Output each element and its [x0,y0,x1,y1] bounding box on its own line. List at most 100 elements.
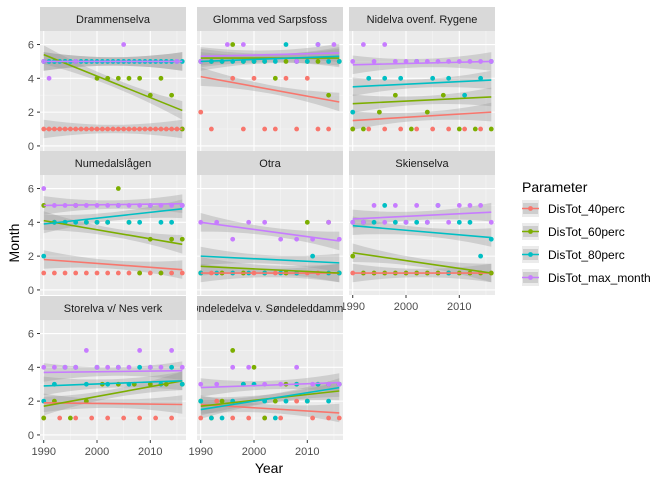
x-tick-label: 2000 [394,301,418,313]
data-point [73,270,79,276]
data-point [240,126,246,132]
data-point [435,203,441,208]
data-point [371,203,377,208]
data-point [414,126,420,132]
data-point [121,42,127,47]
trend-line [352,211,492,220]
data-point [105,364,111,370]
data-point [446,75,452,81]
facet-strip [40,296,186,320]
data-point [360,42,366,47]
data-point [179,270,185,276]
data-point [198,381,204,387]
data-point [336,59,342,64]
data-point [94,270,100,276]
facet-strip [349,7,495,31]
x-axis-title: Year [255,460,284,476]
data-point [246,364,252,370]
data-point [430,126,436,132]
y-tick-label: 0 [28,430,34,442]
data-point [67,415,73,421]
data-point [283,42,289,47]
x-tick-label: 2010 [138,446,162,458]
y-tick-label: 6 [28,329,34,341]
facet-strip [40,151,186,175]
plot-area [350,202,494,283]
data-point [350,109,356,115]
data-point [315,59,321,64]
data-point [219,415,225,421]
facet-strip [349,151,495,175]
facet-panel: Storelva v/ Nes verk 0 2 4 6 1990 2000 2010 [28,296,186,458]
trend-line [200,52,340,58]
trend-line [200,381,340,389]
y-tick-label: 0 [28,141,34,153]
data-point [83,398,89,404]
data-point [137,415,143,421]
data-point [51,364,57,370]
data-point [246,219,252,225]
data-point [105,415,111,421]
data-point [198,109,204,115]
data-point [41,415,47,421]
data-point [137,270,143,276]
facet-panels: Drammenselva 0 2 4 6 Glomma ved Sarpsfoss Nide… [28,7,495,458]
data-point [488,219,494,225]
facet-panel: Nidelva ovenf. Rygene [349,7,495,151]
data-point [219,398,225,404]
data-point [262,126,268,132]
data-point [73,415,79,421]
data-point [478,126,484,132]
facet-panel: Numedalslågen 0 2 4 6 [28,151,186,297]
data-point [304,59,310,64]
plot-area [41,186,185,279]
data-point [126,219,132,225]
data-point [230,348,236,353]
data-point [294,364,300,370]
data-point [350,219,356,225]
data-point [446,126,452,132]
data-point [304,398,310,404]
data-point [382,42,388,47]
data-point [137,348,143,353]
facet-title: Glomma ved Sarpsfoss [213,14,328,26]
y-tick-label: 6 [28,184,34,196]
data-point [283,59,289,64]
y-tick-label: 4 [28,217,34,229]
data-point [294,398,300,404]
data-point [41,203,47,208]
data-point [105,219,111,225]
data-point [467,219,473,225]
x-tick-label: 2000 [85,446,109,458]
plot-area [350,42,494,132]
plot-area [198,348,342,423]
y-tick-label: 4 [28,73,34,85]
legend-label: DisTot_60perc [548,225,625,239]
data-point [326,59,332,64]
facet-strip [197,7,343,31]
data-point [137,364,143,370]
data-point [169,415,175,421]
data-point [126,270,132,276]
trend-line [200,55,340,63]
facet-strip [197,151,343,175]
data-point [315,126,321,132]
data-point [488,126,494,132]
trend-line [43,219,183,246]
data-point [179,126,185,132]
data-point [278,415,284,421]
x-tick-label: 1990 [31,446,55,458]
data-point [251,364,257,370]
facet-panel: Skienselva 1990 2000 2010 [340,151,495,313]
data-point [304,219,310,225]
data-point [73,364,79,370]
data-point [462,92,468,98]
trend-line [352,60,492,66]
trend-line [43,402,183,406]
data-point [115,186,121,191]
data-point [278,236,284,242]
facet-panel: Glomma ved Sarpsfoss [197,7,343,151]
facet-title: Skienselva [395,158,449,170]
data-point [294,236,300,242]
facet-title: Nidelva ovenf. Rygene [367,14,478,26]
